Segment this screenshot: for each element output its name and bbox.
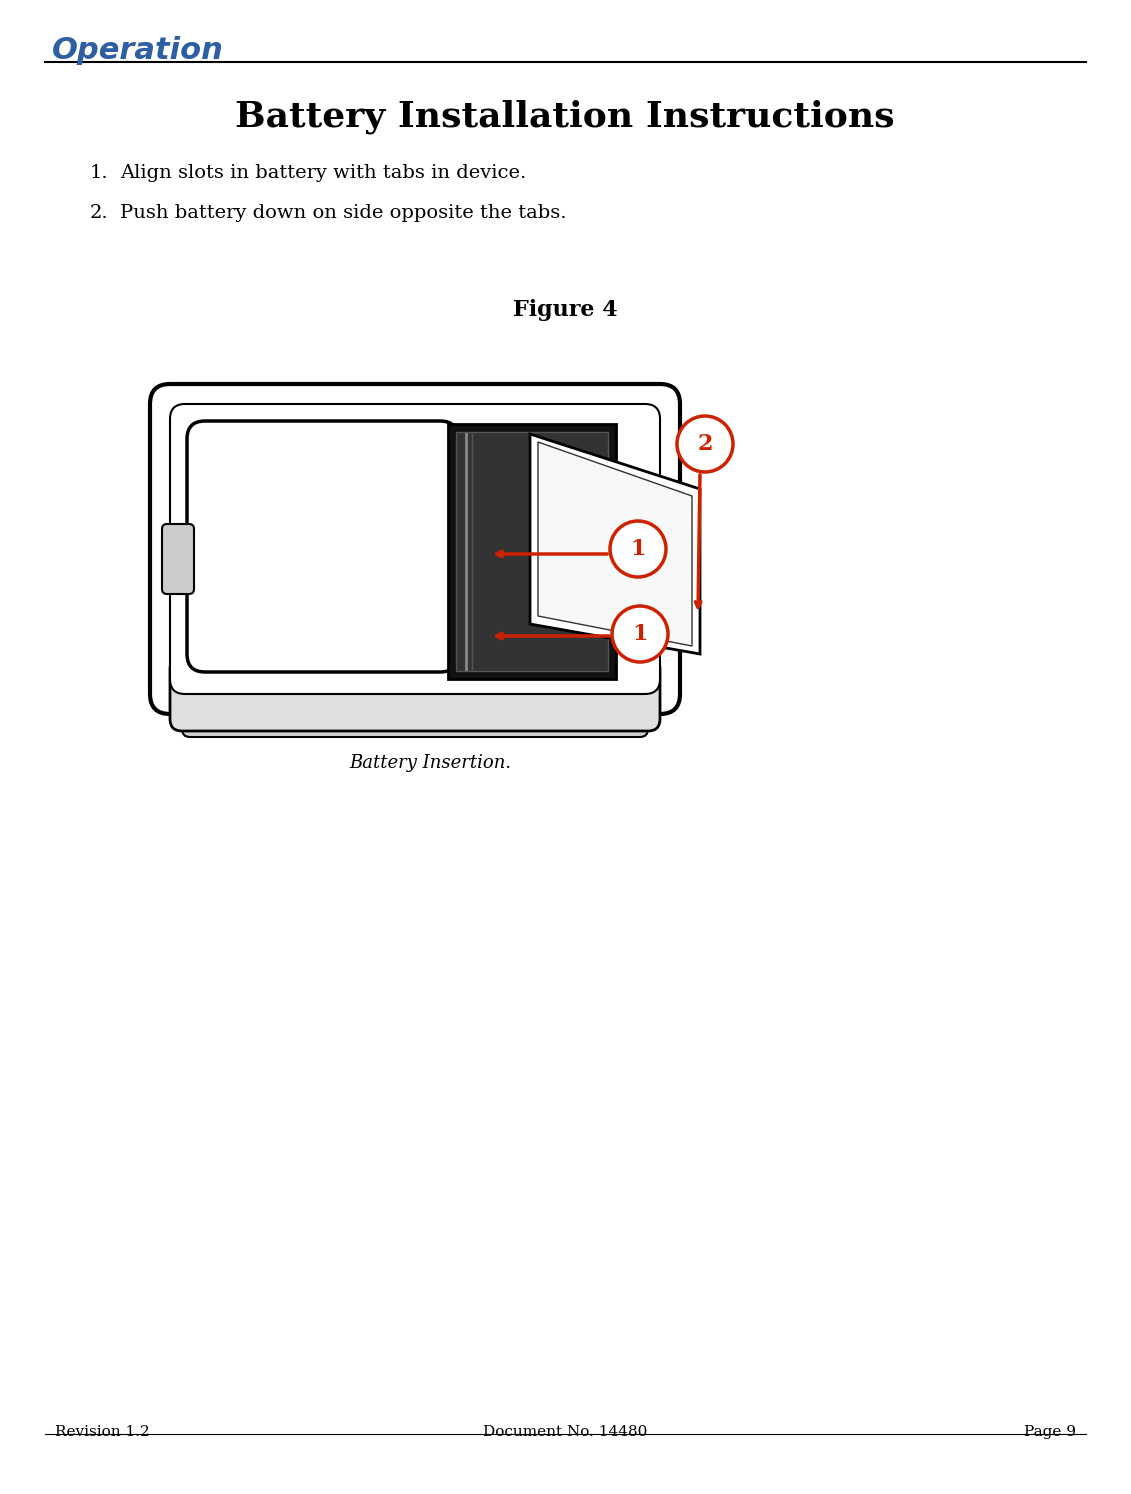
Text: Document No. 14480: Document No. 14480 xyxy=(483,1425,647,1439)
Polygon shape xyxy=(538,442,692,645)
Circle shape xyxy=(612,607,668,662)
FancyBboxPatch shape xyxy=(150,384,680,714)
Text: 1: 1 xyxy=(632,623,648,645)
Circle shape xyxy=(677,415,733,472)
Text: Operation: Operation xyxy=(52,36,224,66)
Text: 2: 2 xyxy=(697,433,713,456)
Text: Page 9: Page 9 xyxy=(1024,1425,1076,1439)
Circle shape xyxy=(610,521,666,577)
FancyBboxPatch shape xyxy=(162,524,195,595)
Bar xyxy=(448,424,616,678)
Bar xyxy=(456,432,608,671)
Text: Revision 1.2: Revision 1.2 xyxy=(55,1425,149,1439)
Polygon shape xyxy=(530,433,700,654)
Text: 1.: 1. xyxy=(90,164,109,182)
Text: Figure 4: Figure 4 xyxy=(512,299,618,321)
Text: Battery Installation Instructions: Battery Installation Instructions xyxy=(235,99,895,133)
Text: 1: 1 xyxy=(630,538,646,560)
Text: Align slots in battery with tabs in device.: Align slots in battery with tabs in devi… xyxy=(120,164,526,182)
FancyBboxPatch shape xyxy=(170,403,661,695)
Text: 2.: 2. xyxy=(90,205,109,223)
Text: Push battery down on side opposite the tabs.: Push battery down on side opposite the t… xyxy=(120,205,567,223)
Text: Battery Insertion.: Battery Insertion. xyxy=(349,754,511,772)
FancyBboxPatch shape xyxy=(187,421,458,672)
FancyBboxPatch shape xyxy=(182,686,648,737)
FancyBboxPatch shape xyxy=(170,657,661,731)
